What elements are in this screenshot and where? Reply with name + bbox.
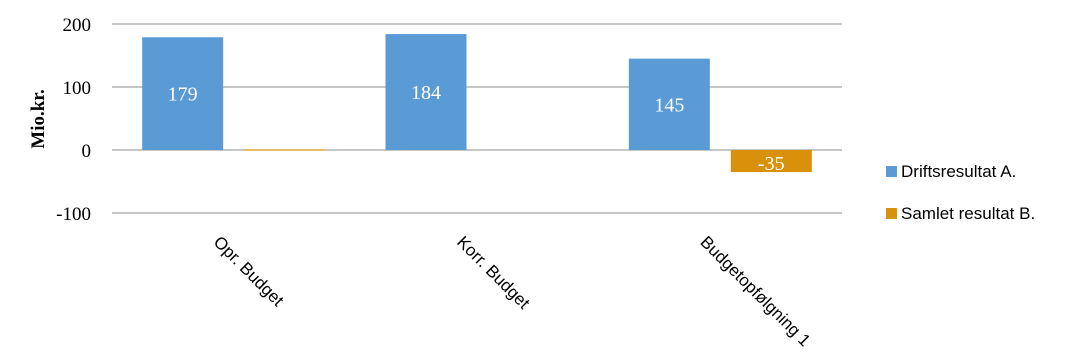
bar <box>244 149 326 151</box>
y-tick-label: 200 <box>63 15 92 36</box>
x-axis-categories: Opr. Budget Korr. Budget Budgetopfølgning … <box>210 232 814 350</box>
bar <box>142 37 224 151</box>
bars <box>142 34 812 173</box>
data-label: 145 <box>654 94 684 116</box>
y-tick-label: -100 <box>56 204 91 225</box>
y-axis-label: Mio.kr. <box>28 89 49 148</box>
legend: Driftsresultat A. Samlet resultat B. <box>886 162 1035 223</box>
bar <box>385 34 467 150</box>
legend-swatch <box>886 166 897 177</box>
data-label: 184 <box>411 82 441 104</box>
x-category-label: Budgetopfølgning 1 <box>697 232 815 350</box>
bar <box>730 150 812 173</box>
bar <box>628 58 710 150</box>
y-tick-label: 100 <box>63 78 92 99</box>
legend-label: Driftsresultat A. <box>901 162 1016 181</box>
gridlines <box>112 23 842 214</box>
x-category-label: Opr. Budget <box>210 232 288 310</box>
y-axis-ticks: 200 100 0 -100 <box>56 15 91 225</box>
y-tick-label: 0 <box>82 141 92 162</box>
legend-label: Samlet resultat B. <box>901 204 1035 223</box>
legend-swatch <box>886 208 897 219</box>
data-label: -35 <box>758 153 785 175</box>
data-labels: 179 184 145 -35 <box>168 82 785 175</box>
data-label: 179 <box>168 84 198 106</box>
x-category-label: Korr. Budget <box>453 232 533 312</box>
